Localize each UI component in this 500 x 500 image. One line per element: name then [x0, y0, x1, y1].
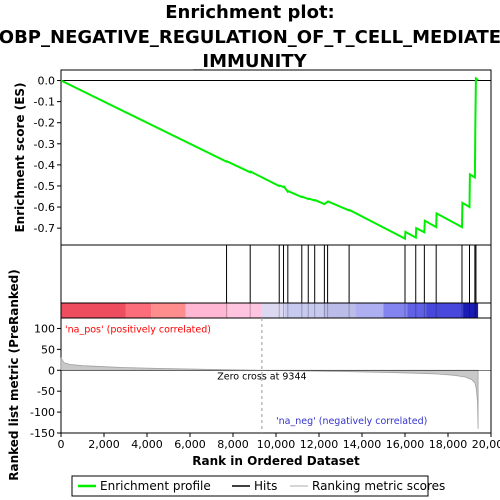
- metric-frame: [60, 317, 492, 434]
- es-y-tick-label: -0.3: [34, 138, 55, 151]
- metric-y-tick-label: -100: [30, 406, 55, 419]
- es-plot-frame: [60, 69, 492, 246]
- es-y-tick-label: 0.0: [38, 75, 56, 88]
- x-tick-label: 8,000: [217, 438, 249, 451]
- es-y-tick-label: -0.5: [34, 180, 55, 193]
- rank-heatmap-bar: [60, 302, 492, 319]
- zero-cross-label: Zero cross at 9344: [217, 371, 306, 382]
- metric-y-tick-label: 100: [34, 322, 55, 335]
- es-y-tick-label: -0.6: [34, 201, 55, 214]
- heat-segment: [151, 303, 186, 318]
- heat-segment: [323, 303, 356, 318]
- title-line-1: Enrichment plot:: [165, 2, 335, 23]
- x-tick-label: 0: [58, 438, 65, 451]
- ranked-metric-panel: Zero cross at 9344 'na_pos' (positively c…: [7, 269, 492, 481]
- metric-y-axis-label: Ranked list metric (PreRanked): [7, 269, 21, 481]
- x-axis-label: Rank in Ordered Dataset: [192, 454, 360, 468]
- ranking-metric-area: [60, 357, 479, 429]
- x-tick-label: 2,000: [88, 438, 120, 451]
- x-tick-label: 16,000: [386, 438, 425, 451]
- metric-y-tick-label: -50: [37, 385, 55, 398]
- x-tick-label: 4,000: [131, 438, 163, 451]
- es-y-axis-label: Enrichment score (ES): [13, 82, 27, 232]
- heat-segment: [185, 303, 229, 318]
- x-tick-label: 20,000: [472, 438, 500, 451]
- x-tick-label: 6,000: [174, 438, 206, 451]
- legend-label-hits: Hits: [254, 479, 277, 493]
- heat-segment: [228, 303, 262, 318]
- metric-y-tick-label: 0: [48, 364, 55, 377]
- heat-segment: [125, 303, 152, 318]
- plot-title: Enrichment plot: GOBP_NEGATIVE_REGULATION…: [0, 2, 500, 72]
- metric-y-tick-label: -150: [30, 427, 55, 440]
- x-tick-label: 14,000: [343, 438, 382, 451]
- title-line-3: _IMMUNITY: [193, 51, 307, 72]
- x-axis: 0 2,000 4,000 6,000 8,000 10,000 12,000 14,000 1…: [58, 433, 500, 468]
- hits-panel: [60, 244, 492, 304]
- title-line-2: GOBP_NEGATIVE_REGULATION_OF_T_CELL_MEDIA…: [0, 27, 500, 48]
- es-y-tick-label: -0.1: [34, 96, 55, 109]
- heat-segment: [261, 303, 285, 318]
- es-y-tick-label: -0.2: [34, 117, 55, 130]
- metric-y-tick-label: 50: [41, 343, 55, 356]
- heat-segment: [463, 303, 479, 318]
- x-tick-label: 12,000: [300, 438, 339, 451]
- heat-segment: [61, 303, 126, 318]
- heat-segment: [355, 303, 384, 318]
- positive-correlation-label: 'na_pos' (positively correlated): [65, 324, 211, 335]
- heat-segment: [383, 303, 408, 318]
- x-tick-label: 18,000: [429, 438, 468, 451]
- enrichment-profile-line: [60, 76, 479, 241]
- x-tick-label: 10,000: [257, 438, 296, 451]
- hits-frame: [60, 244, 492, 304]
- negative-correlation-label: 'na_neg' (negatively correlated): [276, 416, 427, 427]
- heat-segment: [407, 303, 427, 318]
- heat-segment: [284, 303, 324, 318]
- es-y-tick-label: -0.7: [34, 222, 55, 235]
- enrichment-score-panel: 0.0 -0.1 -0.2 -0.3 -0.4 -0.5 -0.6 -0.7 Enrichmen…: [13, 69, 492, 246]
- heat-segment: [426, 303, 464, 318]
- legend-label-enrichment: Enrichment profile: [100, 479, 211, 493]
- legend-label-ranking: Ranking metric scores: [312, 479, 445, 493]
- legend: Enrichment profile Hits Ranking metric sco…: [71, 475, 445, 497]
- es-y-tick-label: -0.4: [34, 159, 55, 172]
